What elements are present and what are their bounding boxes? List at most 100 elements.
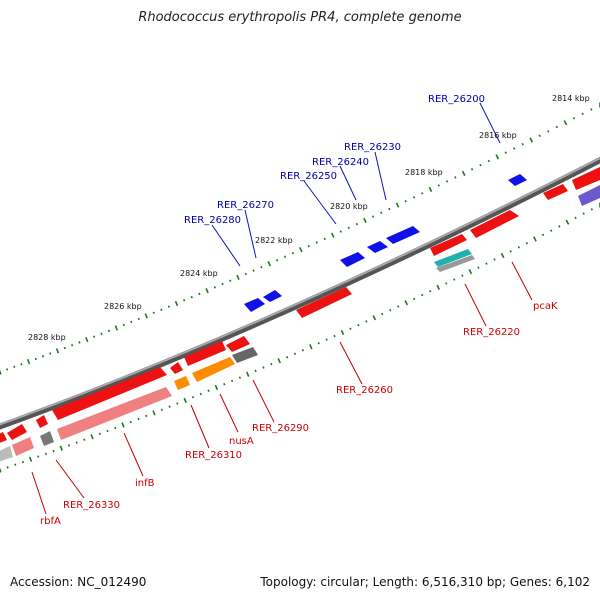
tick-mark <box>90 434 94 440</box>
tick-mark <box>129 420 132 424</box>
gene-RER_26270[interactable] <box>263 290 282 302</box>
tick-mark <box>223 382 226 386</box>
tick-mark <box>437 184 440 187</box>
gene-small-red[interactable] <box>170 362 183 374</box>
gene-RER_26280[interactable] <box>244 298 265 312</box>
gene-right-small[interactable] <box>543 184 568 200</box>
tick-mark <box>236 274 240 280</box>
gene-gray-nusA[interactable] <box>232 347 258 363</box>
tick-mark <box>525 241 529 245</box>
tick-mark <box>168 405 171 408</box>
tick-mark <box>572 117 576 120</box>
tick-mark <box>317 341 320 345</box>
tick-mark <box>145 414 148 418</box>
gene-label-RER_26200[interactable]: RER_26200 <box>428 94 485 105</box>
gene-RER_26330[interactable] <box>36 415 48 428</box>
tick-mark <box>26 358 31 365</box>
tick-mark <box>333 334 336 338</box>
tick-mark <box>582 212 585 215</box>
gene-label-RER_26290[interactable]: RER_26290 <box>252 423 309 434</box>
tick-mark <box>34 357 37 361</box>
tick-mark <box>309 344 313 350</box>
gene-left-red2[interactable] <box>0 432 7 444</box>
gene-label-RER_26220[interactable]: RER_26220 <box>463 327 520 338</box>
tick-mark <box>574 216 577 220</box>
tick-mark <box>238 376 242 379</box>
gene-RER_26200[interactable] <box>508 174 527 186</box>
tick-mark <box>63 346 66 350</box>
tick-mark <box>500 252 505 259</box>
tick-mark <box>252 269 255 272</box>
tick-mark <box>199 392 202 396</box>
gene-label-RER_26250[interactable]: RER_26250 <box>280 171 337 182</box>
tick-mark <box>246 371 250 377</box>
gene-label-infB[interactable]: infB <box>135 478 155 489</box>
tick-mark <box>495 154 500 160</box>
tick-mark <box>98 432 101 436</box>
gene-orange[interactable] <box>192 357 235 382</box>
gene-infB-light[interactable] <box>57 387 172 440</box>
gene-label-pcaK[interactable]: pcaK <box>533 301 558 312</box>
gene-pcaK-right[interactable] <box>572 167 600 190</box>
gene-RER_26230[interactable] <box>386 226 420 244</box>
tick-mark <box>325 338 328 341</box>
gene-RER_26220[interactable] <box>430 234 467 256</box>
gene-left-red[interactable] <box>7 424 27 440</box>
gene-label-RER_26270[interactable]: RER_26270 <box>217 200 274 211</box>
tick-mark <box>229 279 232 282</box>
tick-mark <box>547 130 550 133</box>
tick-mark <box>267 261 271 267</box>
tick-mark <box>167 305 171 308</box>
tick-mark <box>37 455 40 458</box>
tick-mark <box>315 241 318 244</box>
tick-mark <box>581 112 584 116</box>
scale-label: 2828 kbp <box>28 333 66 342</box>
tick-mark <box>404 199 407 203</box>
gene-gray-small[interactable] <box>40 431 54 446</box>
gene-label-RER_26330[interactable]: RER_26330 <box>63 500 120 511</box>
gene-RER_26220-gray[interactable] <box>436 255 475 272</box>
gene-pcaK[interactable] <box>470 210 519 238</box>
tick-mark <box>453 278 456 281</box>
tick-mark <box>355 222 359 226</box>
gene-label-RER_26240[interactable]: RER_26240 <box>312 157 369 168</box>
tick-mark <box>41 355 45 358</box>
tick-mark <box>122 323 125 327</box>
tick-mark <box>198 292 201 296</box>
gene-label-RER_26310[interactable]: RER_26310 <box>185 450 242 461</box>
tick-mark <box>260 265 263 269</box>
gene-label-rbfA[interactable]: rbfA <box>40 516 61 527</box>
gene-rbfA-light[interactable] <box>12 437 34 456</box>
tick-mark <box>380 211 383 215</box>
gene-label-RER_26260[interactable]: RER_26260 <box>336 385 393 396</box>
tick-mark <box>191 395 195 399</box>
gene-label-RER_26230[interactable]: RER_26230 <box>344 142 401 153</box>
gene-nusA[interactable] <box>184 341 226 366</box>
gene-RER_26220-cyan[interactable] <box>434 249 472 267</box>
tick-mark <box>213 286 216 289</box>
tick-mark <box>107 329 111 333</box>
reverse-genes <box>0 167 600 462</box>
tick-mark <box>121 422 125 428</box>
tick-mark <box>55 348 60 354</box>
tick-mark <box>152 311 155 315</box>
gene-RER_26250[interactable] <box>340 252 365 267</box>
tick-mark <box>538 134 541 137</box>
gene-RER_26290[interactable] <box>226 336 250 352</box>
gene-infB[interactable] <box>52 367 167 420</box>
forward-leader-lines <box>211 102 501 267</box>
tick-mark <box>137 417 140 421</box>
tick-mark <box>67 444 71 447</box>
gene-RER_26240[interactable] <box>367 241 388 253</box>
tick-mark <box>339 230 342 233</box>
gene-label-RER_26280[interactable]: RER_26280 <box>184 215 241 226</box>
scale-label: 2820 kbp <box>330 202 368 211</box>
gene-RER_26260[interactable] <box>296 287 352 318</box>
tick-mark <box>445 180 449 183</box>
tick-mark <box>144 313 148 319</box>
gene-orange-small[interactable] <box>174 376 190 390</box>
gene-right-purple[interactable] <box>578 185 600 206</box>
tick-mark <box>13 365 16 369</box>
gene-label-nusA[interactable]: nusA <box>229 436 254 447</box>
gene-left-gray[interactable] <box>0 446 13 462</box>
